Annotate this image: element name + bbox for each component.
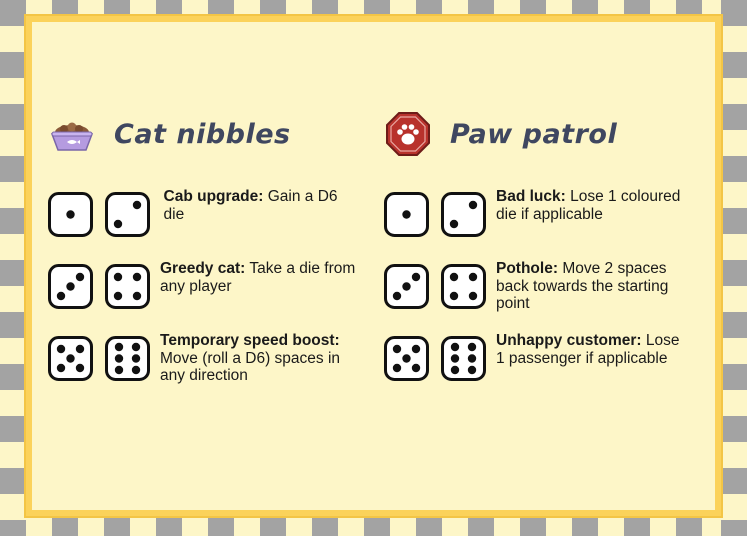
dice-pair: [48, 188, 154, 237]
section-header: Paw patrol: [384, 110, 684, 158]
die-face-5: [48, 336, 93, 381]
effect-description: Pothole: Move 2 spaces back towards the …: [496, 260, 684, 313]
effect-row: Unhappy customer: Lose 1 passenger if ap…: [384, 332, 684, 394]
dice-pair: [384, 260, 486, 309]
die-face-4: [105, 264, 150, 309]
effect-description: Greedy cat: Take a die from any player: [160, 260, 358, 295]
effect-row: Temporary speed boost: Move (roll a D6) …: [48, 332, 358, 394]
checker-border-left: [0, 0, 26, 536]
dice-pair: [384, 332, 486, 381]
die-face-2: [105, 192, 150, 237]
effect-label: Unhappy customer:: [496, 332, 642, 349]
cat-nibbles-section: Cat nibbles Cab upgrade: Gain a D6 die G…: [48, 110, 358, 404]
die-face-1: [384, 192, 429, 237]
die-face-6: [105, 336, 150, 381]
section-title: Paw patrol: [450, 119, 617, 150]
effect-label: Pothole:: [496, 260, 558, 277]
effect-label: Cab upgrade:: [164, 188, 264, 205]
effect-row: Cab upgrade: Gain a D6 die: [48, 188, 358, 250]
effect-description: Bad luck: Lose 1 coloured die if applica…: [496, 188, 684, 223]
effect-description: Temporary speed boost: Move (roll a D6) …: [160, 332, 358, 385]
effect-label: Greedy cat:: [160, 260, 245, 277]
die-face-2: [441, 192, 486, 237]
die-face-6: [441, 336, 486, 381]
paw-stop-sign-icon: [384, 110, 432, 158]
effect-row: Bad luck: Lose 1 coloured die if applica…: [384, 188, 684, 250]
die-face-5: [384, 336, 429, 381]
effect-description: Cab upgrade: Gain a D6 die: [164, 188, 358, 223]
effect-text: Move (roll a D6) spaces in any direction: [160, 350, 340, 385]
effect-row: Pothole: Move 2 spaces back towards the …: [384, 260, 684, 322]
effect-description: Unhappy customer: Lose 1 passenger if ap…: [496, 332, 684, 367]
effect-label: Temporary speed boost:: [160, 332, 340, 349]
effect-row: Greedy cat: Take a die from any player: [48, 260, 358, 322]
checker-border-right: [721, 0, 747, 536]
checker-border-bottom: [0, 518, 747, 536]
die-face-3: [48, 264, 93, 309]
die-face-1: [48, 192, 93, 237]
cat-food-bowl-icon: [48, 110, 96, 158]
paw-patrol-section: Paw patrol Bad luck: Lose 1 coloured die…: [384, 110, 684, 404]
die-face-3: [384, 264, 429, 309]
effect-label: Bad luck:: [496, 188, 566, 205]
section-title: Cat nibbles: [114, 119, 291, 150]
dice-pair: [384, 188, 486, 237]
dice-pair: [48, 332, 150, 381]
die-face-4: [441, 264, 486, 309]
section-header: Cat nibbles: [48, 110, 358, 158]
dice-pair: [48, 260, 150, 309]
